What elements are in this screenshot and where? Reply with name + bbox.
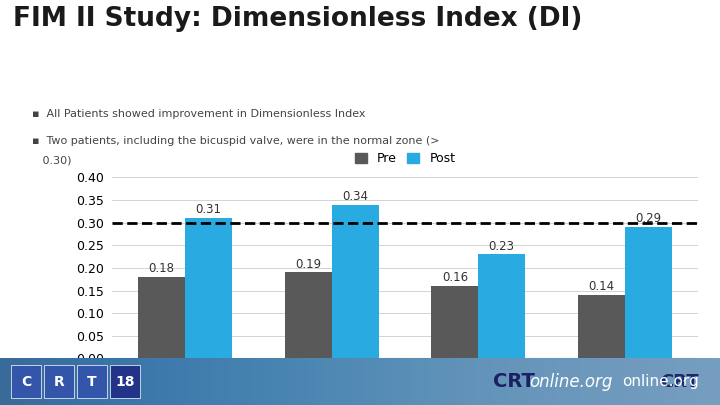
Text: T: T [87,375,97,389]
Bar [625,227,672,358]
Bar [44,365,74,398]
Text: 0.34: 0.34 [342,190,368,203]
Text: 0.29: 0.29 [635,212,662,225]
Bar [110,365,140,398]
Text: CRT: CRT [660,373,698,391]
Bar [431,286,478,358]
Bar [138,277,185,358]
Text: ▪  All Patients showed improvement in Dimensionless Index: ▪ All Patients showed improvement in Dim… [32,109,366,119]
Bar [285,273,332,358]
Legend: Pre, Post: Pre, Post [350,147,460,170]
Bar [578,295,625,358]
Bar [185,218,232,358]
Text: online.org: online.org [529,373,613,391]
Text: R: R [54,375,64,389]
Text: 0.30): 0.30) [32,156,72,166]
Text: ▪  Two patients, including the bicuspid valve, were in the normal zone (>: ▪ Two patients, including the bicuspid v… [32,136,440,146]
Text: 0.23: 0.23 [489,239,515,252]
Text: FIM II Study: Dimensionless Index (DI): FIM II Study: Dimensionless Index (DI) [13,6,582,32]
Text: C: C [21,375,31,389]
Bar [77,365,107,398]
Bar [332,205,379,358]
Text: 0.19: 0.19 [295,258,321,271]
Text: 0.14: 0.14 [588,280,614,293]
Text: CRT: CRT [493,372,535,391]
Bar [478,254,525,358]
Text: 18: 18 [115,375,135,389]
Text: 0.18: 0.18 [149,262,175,275]
Text: online.org: online.org [621,374,698,389]
Text: 0.16: 0.16 [442,271,468,284]
Bar [11,365,41,398]
Text: 0.31: 0.31 [196,203,222,216]
